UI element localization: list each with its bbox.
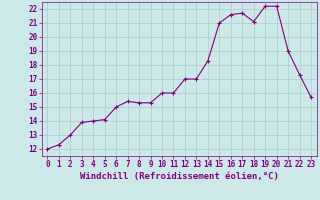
X-axis label: Windchill (Refroidissement éolien,°C): Windchill (Refroidissement éolien,°C) — [80, 172, 279, 181]
